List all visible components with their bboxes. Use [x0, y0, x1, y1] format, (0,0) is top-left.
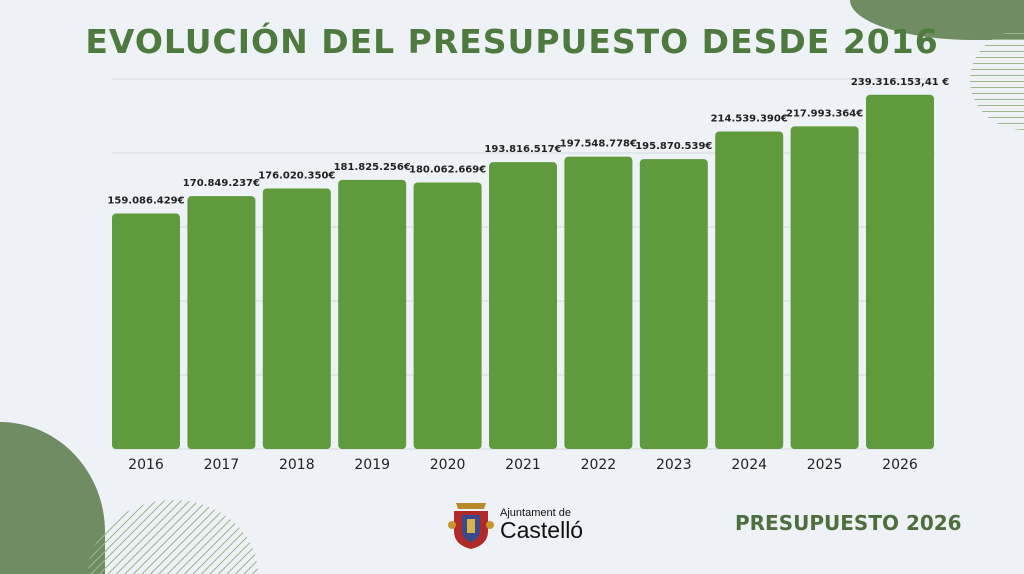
- bar-2024: [715, 131, 784, 450]
- logo-line1: Ajuntament de: [500, 507, 571, 519]
- bar-2018: [262, 188, 331, 450]
- bar-2016: [112, 213, 180, 449]
- x-tick-2024: 2024: [731, 457, 767, 473]
- footer-title: PRESUPUESTO 2026: [735, 511, 962, 535]
- data-label-2025: 217.993.364€: [786, 108, 863, 119]
- data-label-2018: 176.020.350€: [258, 170, 335, 181]
- bar-2025: [790, 126, 859, 450]
- bar-2019: [338, 179, 407, 449]
- data-label-2022: 197.548.778€: [560, 139, 637, 150]
- x-tick-2026: 2026: [882, 457, 918, 473]
- bar-2020: [413, 182, 482, 449]
- logo-line2: Castelló: [500, 517, 584, 543]
- x-tick-2019: 2019: [354, 457, 390, 473]
- x-tick-2016: 2016: [128, 457, 164, 473]
- data-label-2021: 193.816.517€: [484, 144, 561, 155]
- chart-title: EVOLUCIÓN DEL PRESUPUESTO DESDE 2016: [85, 22, 939, 61]
- bar-2017: [187, 196, 256, 449]
- x-tick-2022: 2022: [581, 457, 617, 473]
- bar-2026: [866, 94, 934, 449]
- data-label-2024: 214.539.390€: [711, 113, 788, 124]
- bar-2021: [489, 162, 557, 449]
- data-label-2020: 180.062.669€: [409, 165, 486, 176]
- data-label-2019: 181.825.256€: [334, 162, 411, 173]
- data-label-2016: 159.086.429€: [107, 196, 184, 207]
- coat-of-arms-icon: [448, 503, 494, 549]
- data-label-2023: 195.870.539€: [635, 141, 712, 152]
- x-tick-2021: 2021: [505, 457, 541, 473]
- bar-2022: [564, 156, 633, 449]
- data-label-2017: 170.849.237€: [183, 178, 260, 189]
- x-tick-2020: 2020: [430, 457, 466, 473]
- x-tick-2023: 2023: [656, 457, 692, 473]
- data-label-2026: 239.316.153,41 €: [851, 77, 949, 88]
- x-tick-2018: 2018: [279, 457, 315, 473]
- ajuntament-castello-logo: Ajuntament de Castelló: [448, 499, 583, 551]
- x-tick-2017: 2017: [204, 457, 240, 473]
- bar-2023: [639, 159, 708, 449]
- x-tick-2025: 2025: [807, 457, 843, 473]
